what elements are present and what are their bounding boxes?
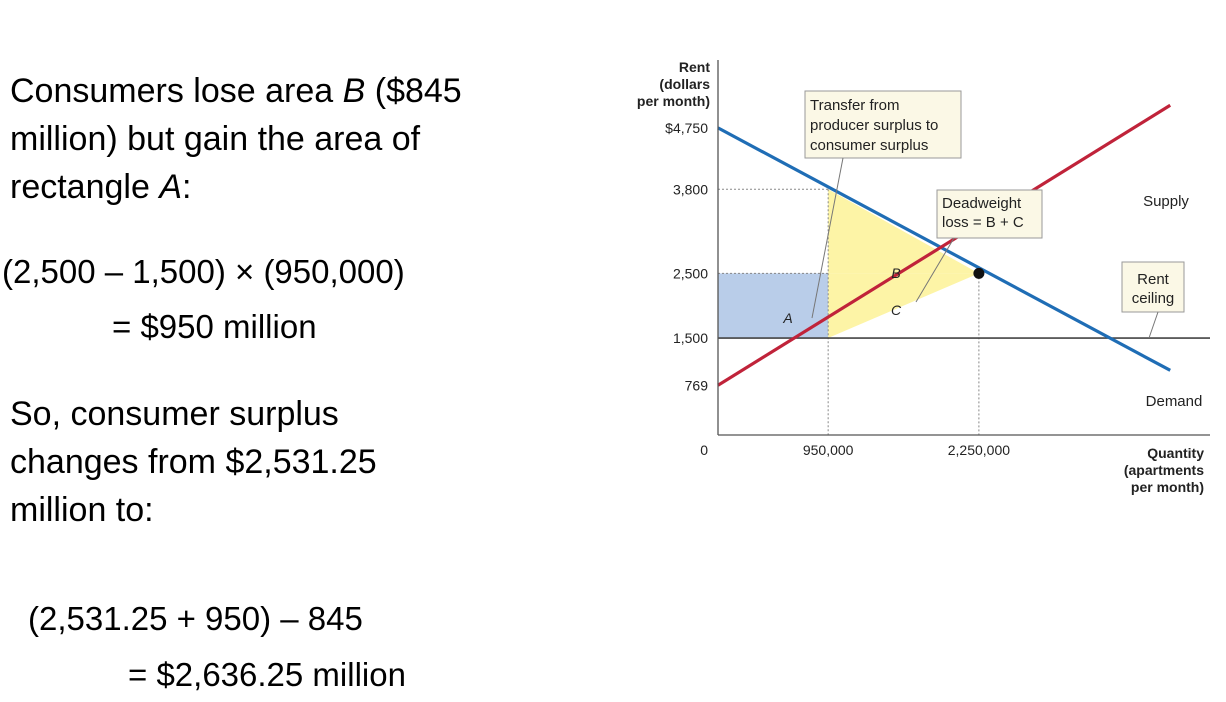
x-tick-label: 2,250,000 (948, 442, 1010, 458)
x-axis-title-line: per month) (1131, 479, 1204, 495)
paragraph-2-line-3: million to: (10, 491, 154, 529)
transfer-annotation-box (804, 90, 962, 159)
area-b-label: B (891, 265, 900, 281)
rent-ceiling-label-box (1121, 261, 1185, 313)
equation-1-line-1: (2,500 – 1,500) × (950,000) (2, 253, 405, 290)
area-a (718, 273, 829, 339)
area-c (828, 273, 979, 339)
paragraph-1-line-3: rectangle A: (10, 168, 192, 206)
rent-ceiling-chart: $4,750 3,800 2,500 1,500 769 0 950,000 2,250,00… (637, 59, 1210, 495)
deadweight-annotation-box (936, 189, 1043, 239)
x-tick-label: 950,000 (803, 442, 854, 458)
demand-label: Demand (1146, 393, 1203, 410)
area-c-label: C (891, 302, 902, 318)
y-axis-title-line: Rent (679, 59, 710, 75)
y-tick-label: $4,750 (665, 120, 708, 136)
transfer-annotation-text: Transfer from (810, 97, 899, 114)
area-b (828, 189, 979, 274)
deadweight-annotation-text: Deadweight (942, 195, 1022, 212)
area-a-label: A (782, 310, 792, 326)
paragraph-1-line-1: Consumers lose area B ($845 (10, 72, 462, 110)
rent-ceiling-pointer (1148, 311, 1159, 339)
equilibrium-point (973, 267, 985, 279)
paragraph-1-line-2: million) but gain the area of (10, 120, 421, 158)
deadweight-pointer (915, 237, 955, 303)
supply-curve (717, 103, 1172, 387)
transfer-pointer (811, 157, 844, 319)
transfer-annotation-text: consumer surplus (810, 137, 928, 154)
demand-curve (717, 126, 1171, 372)
deadweight-annotation-text: loss = B + C (942, 214, 1024, 231)
rent-ceiling-label: Rent (1137, 271, 1170, 288)
supply-label: Supply (1143, 193, 1189, 210)
explanation-paragraph-1: Consumers lose area B ($845 million) but… (10, 67, 462, 211)
y-tick-label: 0 (700, 442, 708, 458)
y-tick-label: 3,800 (673, 181, 708, 197)
transfer-annotation-text: producer surplus to (810, 117, 938, 134)
equation-1-line-2: = $950 million (112, 308, 317, 345)
y-axis-title-line: per month) (637, 93, 710, 109)
explanation-paragraph-2: So, consumer surplus changes from $2,531… (10, 390, 377, 534)
y-tick-label: 769 (685, 377, 709, 393)
x-axis-title-line: Quantity (1147, 445, 1204, 461)
rent-ceiling-label: ceiling (1132, 290, 1175, 307)
paragraph-2-line-1: So, consumer surplus (10, 395, 339, 433)
equation-2-line-2: = $2,636.25 million (128, 656, 406, 693)
x-axis-title-line: (apartments (1124, 462, 1204, 478)
y-axis-title-line: (dollars (659, 76, 710, 92)
paragraph-2-line-2: changes from $2,531.25 (10, 443, 377, 481)
equation-2-line-1: (2,531.25 + 950) – 845 (28, 600, 363, 637)
y-tick-label: 2,500 (673, 265, 708, 281)
y-tick-label: 1,500 (673, 330, 708, 346)
